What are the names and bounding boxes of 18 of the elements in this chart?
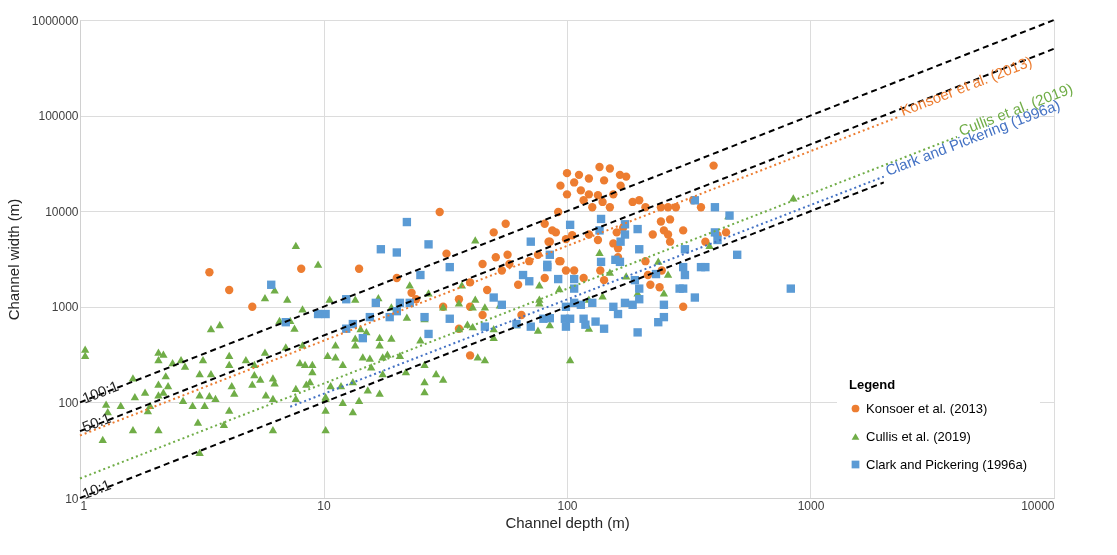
- x-tick-label: 100: [557, 498, 578, 513]
- y-axis-title: Channel width (m): [4, 198, 22, 321]
- legend-title: Legend: [849, 377, 896, 392]
- x-tick-label: 10000: [1021, 498, 1055, 513]
- y-tick-label: 10000: [45, 204, 79, 219]
- text: 50:1: [79, 408, 114, 436]
- x-tick-label: 1: [80, 498, 88, 513]
- legend-label: Clark and Pickering (1996a): [866, 456, 1028, 472]
- y-tick-label: 100: [58, 395, 79, 410]
- x-tick-label: 1000: [797, 498, 825, 513]
- y-tick-label: 1000: [51, 300, 79, 315]
- text: 100:1: [79, 376, 121, 407]
- y-tick-label: 1000000: [31, 13, 79, 28]
- x-tick-label: 10: [317, 498, 331, 513]
- y-tick-label: 100000: [38, 109, 79, 124]
- legend-label: Konsoer et al. (2013): [866, 400, 988, 416]
- legend-label: Cullis et al. (2019): [866, 428, 971, 444]
- x-axis-title: Channel depth (m): [505, 513, 630, 531]
